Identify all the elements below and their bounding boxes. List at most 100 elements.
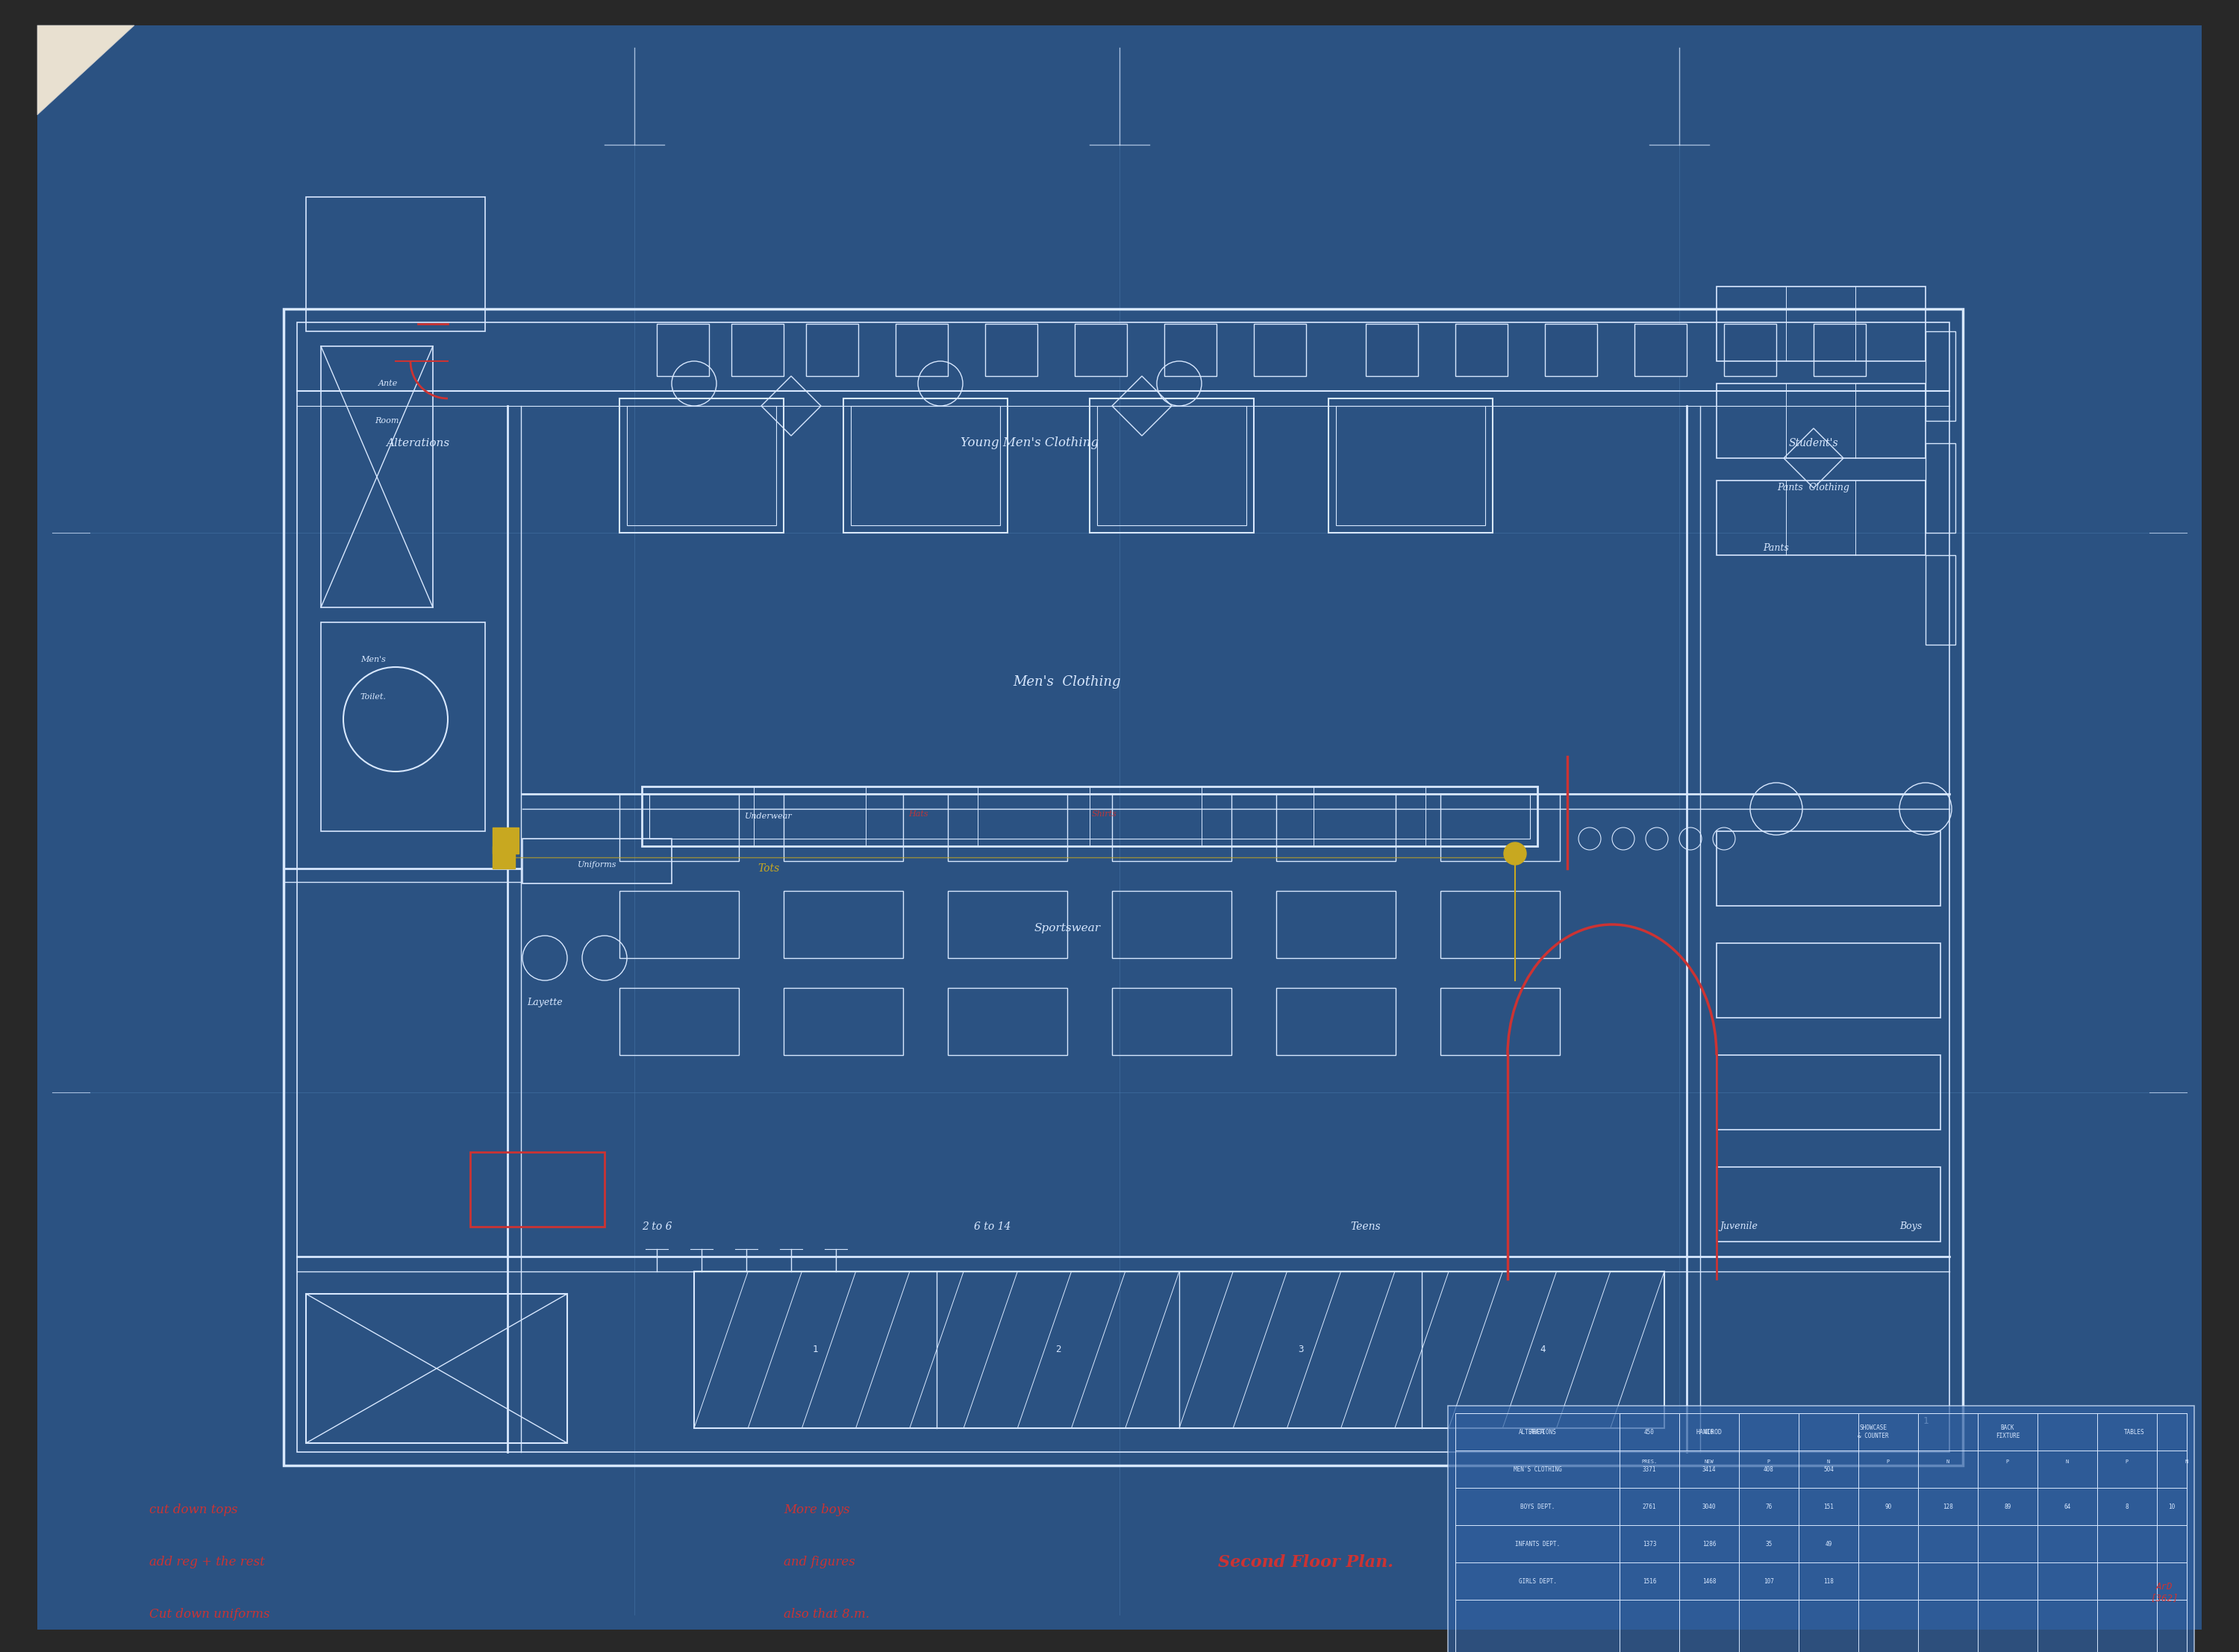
Circle shape [1505,843,1527,864]
Bar [851,406,1001,525]
Bar [985,324,1037,377]
Text: ArD
[362]: ArD [362] [2149,1583,2179,1602]
Bar [493,828,519,854]
Bar [1113,890,1231,958]
Bar [649,795,1529,839]
Bar [307,1294,566,1444]
Text: Layette: Layette [526,998,562,1008]
Text: 3: 3 [1299,1345,1303,1355]
Bar [1717,943,1941,1018]
Bar [627,406,777,525]
Bar [1717,286,1926,362]
Text: 1286: 1286 [1702,1540,1715,1548]
Text: Room.: Room. [374,416,401,425]
Bar [1113,988,1231,1056]
Text: 1373: 1373 [1643,1540,1657,1548]
Bar [1545,324,1596,377]
Text: Sportswear: Sportswear [1034,923,1102,933]
Text: Uniforms: Uniforms [578,861,616,869]
Bar [620,890,739,958]
Text: BOYS DEPT.: BOYS DEPT. [1520,1503,1554,1510]
Text: N: N [2185,1459,2188,1464]
Text: 76: 76 [1764,1503,1773,1510]
Text: 1468: 1468 [1702,1578,1715,1584]
Bar [620,795,739,861]
Bar [806,324,858,377]
Text: N: N [2067,1459,2069,1464]
Text: 504: 504 [1823,1465,1834,1472]
Text: cut down tops: cut down tops [150,1503,237,1517]
Text: TABLES: TABLES [2125,1429,2145,1436]
Text: Student's: Student's [1789,438,1838,448]
Bar [784,988,902,1056]
Bar [947,988,1068,1056]
Bar [1090,398,1254,532]
Text: 2: 2 [1055,1345,1061,1355]
Bar [470,1151,605,1227]
Bar [284,309,1964,1465]
Bar [1926,555,1955,644]
Text: Cut down uniforms: Cut down uniforms [150,1609,269,1621]
Text: and figures: and figures [784,1556,855,1569]
Bar [1328,398,1493,532]
Bar [1634,324,1686,377]
Text: Young Men's Clothing: Young Men's Clothing [961,436,1099,449]
Bar [298,322,1950,1452]
Text: 3414: 3414 [1702,1465,1715,1472]
Bar [1717,831,1941,905]
Text: More boys: More boys [784,1503,851,1517]
Bar [896,324,947,377]
Text: 118: 118 [1823,1578,1834,1584]
Text: 8: 8 [2125,1503,2129,1510]
Text: Second Floor Plan.: Second Floor Plan. [1218,1555,1393,1571]
Bar [1717,1166,1941,1242]
Text: P: P [2006,1459,2008,1464]
Text: P: P [2125,1459,2129,1464]
Text: NEW: NEW [1704,1459,1713,1464]
Text: Shirts: Shirts [1093,811,1117,818]
Bar [844,398,1008,532]
Text: 10: 10 [2167,1503,2176,1510]
Bar [1814,324,1865,377]
Text: 49: 49 [1825,1540,1832,1548]
Text: Ante: Ante [378,380,399,387]
Text: 35: 35 [1764,1540,1773,1548]
Text: HANCROD: HANCROD [1697,1429,1722,1436]
Bar [1717,481,1926,555]
Bar [947,795,1068,861]
Text: Men's: Men's [360,656,385,664]
Text: P: P [1887,1459,1890,1464]
Text: Hats: Hats [909,811,927,818]
Text: 2 to 6: 2 to 6 [643,1221,672,1232]
Text: 2761: 2761 [1643,1503,1657,1510]
Text: 1: 1 [813,1345,817,1355]
Text: add reg + the rest: add reg + the rest [150,1556,264,1569]
Bar [1366,324,1417,377]
Text: 4: 4 [1540,1345,1545,1355]
Text: Tots: Tots [757,864,779,874]
Text: 89: 89 [2004,1503,2011,1510]
Bar [1097,406,1247,525]
Text: 450: 450 [1643,1429,1655,1436]
Text: 408: 408 [1764,1465,1773,1472]
Text: ALTERATIONS: ALTERATIONS [1518,1429,1556,1436]
Bar [1926,443,1955,532]
Bar [1717,1056,1941,1130]
Bar [656,324,710,377]
Bar [307,197,486,332]
Polygon shape [38,25,134,116]
Bar [1455,324,1507,377]
Text: 90: 90 [1885,1503,1892,1510]
Bar [320,623,486,831]
Text: AREA: AREA [1529,1429,1545,1436]
Bar [643,786,1538,846]
Bar [784,890,902,958]
Text: BACK
FIXTURE: BACK FIXTURE [1995,1424,2020,1439]
Text: also that 8.m.: also that 8.m. [784,1609,869,1621]
Bar [1440,795,1561,861]
Text: 416: 416 [1704,1429,1715,1436]
Text: 3371: 3371 [1643,1465,1657,1472]
Bar [1926,332,1955,421]
Bar [947,890,1068,958]
Bar [1449,1406,2194,1652]
